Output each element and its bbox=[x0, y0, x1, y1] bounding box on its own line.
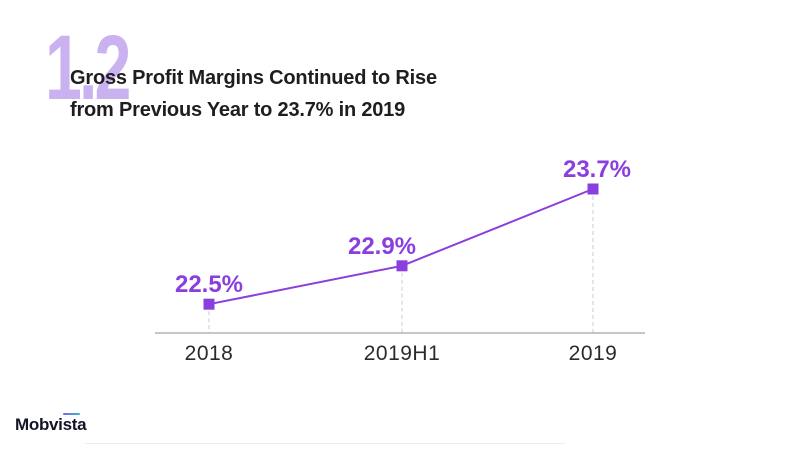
logo-text: Mobvista bbox=[15, 415, 87, 434]
value-label: 22.5% bbox=[175, 271, 243, 298]
x-axis-label: 2019H1 bbox=[364, 342, 441, 365]
slide-title: Gross Profit Margins Continued to Rise f… bbox=[70, 62, 437, 126]
value-label: 22.9% bbox=[348, 233, 416, 260]
data-point-marker bbox=[587, 183, 599, 195]
bottom-edge-artifact bbox=[85, 443, 565, 444]
title-line-1: Gross Profit Margins Continued to Rise bbox=[70, 67, 437, 89]
x-axis-label: 2019 bbox=[569, 342, 618, 365]
title-line-2: from Previous Year to 23.7% in 2019 bbox=[70, 99, 406, 121]
x-axis-label: 2018 bbox=[185, 342, 234, 365]
value-label: 23.7% bbox=[563, 156, 631, 183]
data-point-marker bbox=[203, 298, 215, 310]
data-point-marker bbox=[396, 260, 408, 272]
logo-accent-bar bbox=[63, 413, 80, 415]
section-number: 1.2 bbox=[45, 17, 131, 119]
mobvista-logo: Mobvista bbox=[15, 411, 87, 435]
